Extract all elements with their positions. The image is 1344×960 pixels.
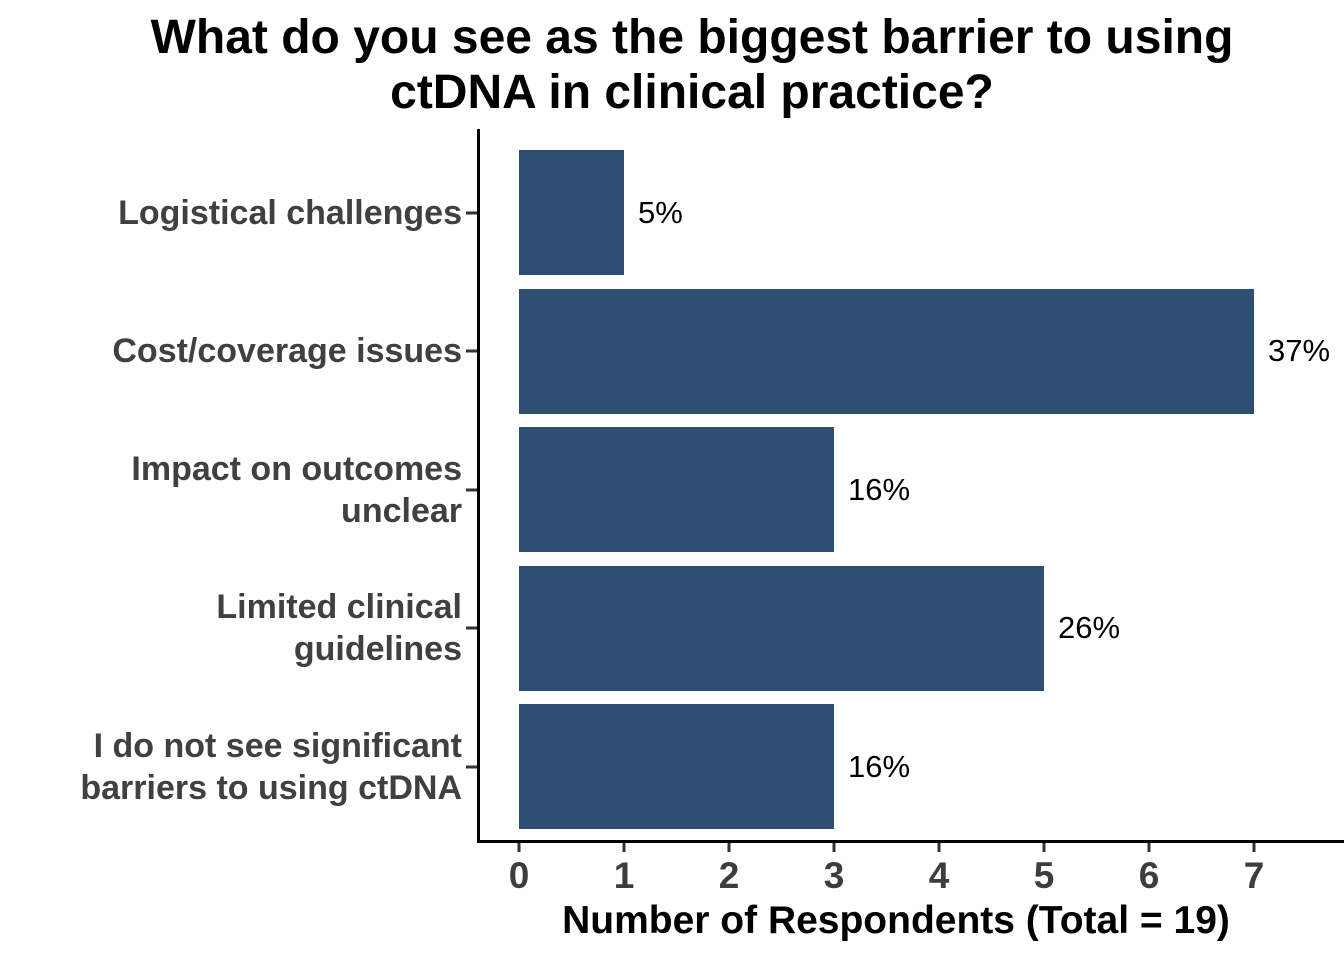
x-axis-line: [477, 840, 1344, 843]
y-axis-label-line: Cost/coverage issues: [112, 332, 462, 370]
chart-title-line1: What do you see as the biggest barrier t…: [150, 11, 1234, 64]
x-axis-tick-label: 6: [1138, 855, 1160, 896]
x-axis-tick: [1147, 843, 1151, 852]
y-axis-label-line: I do not see significant: [93, 726, 462, 765]
x-axis-tick: [1042, 843, 1046, 852]
x-axis-tick-label: 5: [1033, 855, 1055, 896]
value-label: 5%: [638, 194, 683, 230]
y-axis-label-line: Impact on outcomes: [131, 449, 462, 488]
x-axis-tick-label: 7: [1243, 855, 1265, 896]
y-axis-label-line: Logistical challenges: [118, 193, 462, 232]
y-axis-tick: [466, 211, 477, 214]
x-axis-tick-label: 3: [823, 855, 845, 896]
bar-no-significant-barriers: [519, 704, 834, 829]
y-axis-label-limited-clinical-guidelines: Limited clinical guidelines: [216, 586, 462, 670]
x-axis-tick: [622, 843, 626, 852]
x-axis-tick: [937, 843, 941, 852]
x-axis-tick-label: 4: [928, 855, 950, 896]
x-axis-title: Number of Respondents (Total = 19): [562, 899, 1230, 942]
y-axis-tick: [466, 349, 477, 353]
y-axis-label-no-significant-barriers: I do not see significant barriers to usi…: [80, 725, 462, 809]
x-axis-tick: [517, 843, 521, 852]
x-axis-tick: [727, 843, 731, 852]
bar-cost-coverage-issues: [519, 288, 1254, 414]
y-axis-label-line: guidelines: [293, 630, 462, 668]
bar-limited-clinical-guidelines: [519, 565, 1044, 691]
value-label: 16%: [848, 748, 911, 784]
x-axis-tick-label: 1: [613, 855, 635, 896]
bar-logistical-challenges: [519, 150, 624, 275]
y-axis-tick: [466, 626, 477, 630]
y-axis-tick: [466, 765, 477, 768]
y-axis-label-line: unclear: [341, 491, 462, 530]
value-label: 37%: [1268, 333, 1331, 368]
y-axis-label-cost-coverage-issues: Cost/coverage issues: [112, 330, 462, 372]
value-label: 16%: [848, 471, 911, 507]
y-axis-label-line: Limited clinical: [216, 588, 462, 626]
chart-title-line2: ctDNA in clinical practice?: [390, 66, 994, 119]
x-axis-tick: [1252, 843, 1256, 852]
y-axis-line: [477, 129, 480, 843]
x-axis-tick-label: 0: [508, 855, 530, 896]
x-axis-tick: [832, 843, 836, 852]
chart-title: What do you see as the biggest barrier t…: [40, 10, 1344, 120]
y-axis-label-impact-on-outcomes-unclear: Impact on outcomes unclear: [131, 448, 462, 532]
value-label: 26%: [1058, 610, 1121, 645]
y-axis-tick: [466, 488, 477, 491]
y-axis-label-line: barriers to using ctDNA: [80, 768, 462, 807]
bar-impact-on-outcomes-unclear: [519, 427, 834, 552]
y-axis-label-logistical-challenges: Logistical challenges: [118, 192, 462, 234]
x-axis-tick-label: 2: [718, 855, 740, 896]
